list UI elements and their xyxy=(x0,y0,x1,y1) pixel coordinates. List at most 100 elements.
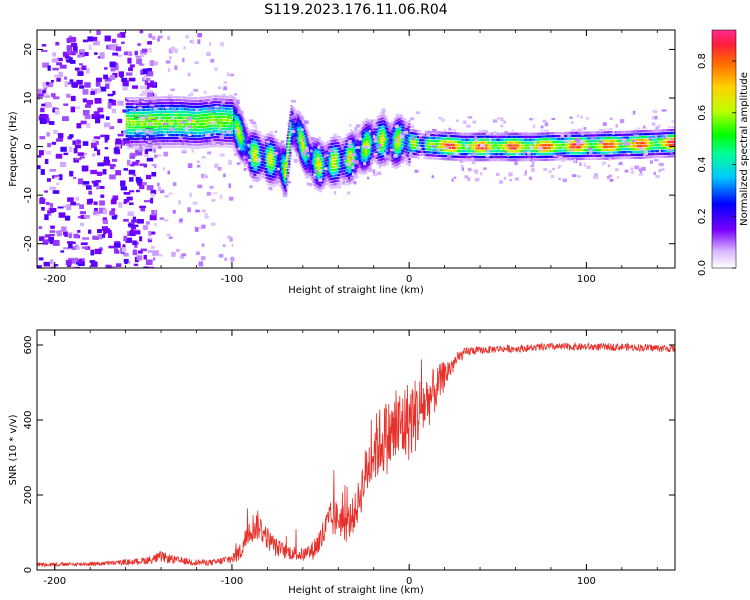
spectrogram-cell xyxy=(58,212,66,218)
spectrogram-cell xyxy=(119,32,126,38)
spectrogram-cell xyxy=(248,141,252,145)
spectrogram-cell xyxy=(281,142,285,145)
spectrogram-cell xyxy=(248,133,252,136)
spectrogram-cell xyxy=(296,143,300,146)
spectrogram-cell xyxy=(168,192,173,195)
spectrogram-cell xyxy=(148,231,156,235)
spectrogram-cell xyxy=(284,147,287,150)
spectrogram-cell xyxy=(90,169,98,175)
spectrogram-cell xyxy=(226,72,229,77)
spectrogram-cell xyxy=(37,265,42,268)
spectrogram-cell xyxy=(81,152,87,156)
spectrogram-cell xyxy=(245,127,248,130)
spectrogram-cell xyxy=(113,147,120,153)
spectrogram-cell xyxy=(243,120,246,123)
spectrogram-cell xyxy=(52,239,60,246)
spectrogram-cell xyxy=(97,114,105,119)
spectrogram-cell xyxy=(307,156,310,159)
spectrogram-cell xyxy=(44,102,52,108)
spectrogram-cell xyxy=(310,154,313,158)
spectrogram-cell xyxy=(70,36,77,43)
spectrogram-cell xyxy=(100,134,106,138)
spectrogram-cell xyxy=(115,139,122,145)
spectrogram-cell xyxy=(96,171,103,176)
spectrogram-cell xyxy=(45,117,50,123)
spectrogram-cell xyxy=(281,177,285,180)
spectrogram-cell xyxy=(48,121,55,125)
spectrogram-cell xyxy=(157,186,162,192)
spectrogram-cell xyxy=(271,131,274,134)
spectrogram-cell xyxy=(228,183,231,189)
spectrogram-cell xyxy=(139,163,147,167)
spectrogram-cell xyxy=(143,199,151,203)
spectrogram-cell xyxy=(146,78,151,81)
spectrogram-cell xyxy=(132,216,136,222)
spectrogram-cell xyxy=(259,131,262,134)
spectrogram-cell xyxy=(127,211,134,216)
spectrogram-cell xyxy=(354,129,357,132)
spectrogram-cell xyxy=(38,236,45,241)
spectrogram-cell xyxy=(72,266,78,268)
spectrogram-cell xyxy=(323,186,326,189)
spectrogram-cell xyxy=(103,229,107,235)
spectrogram-cell xyxy=(81,246,89,249)
spectrogram-cell xyxy=(172,182,177,187)
spectrogram-cell xyxy=(156,146,159,149)
spectrogram-cell xyxy=(298,112,302,115)
spectrogram-cell xyxy=(49,186,57,190)
spectrogram-cell xyxy=(181,253,187,257)
spectrogram-cell xyxy=(387,160,390,163)
spectrogram-cell xyxy=(79,204,85,209)
spectrogram-cell xyxy=(152,250,159,256)
spectrogram-cell xyxy=(182,57,185,63)
spectrogram-cell xyxy=(104,67,108,70)
spectrogram-cell xyxy=(104,134,110,140)
spectrogram-cell xyxy=(144,79,149,86)
spectrogram-cell xyxy=(280,178,284,182)
spectrogram-cell xyxy=(167,170,171,175)
spectrogram-cell xyxy=(276,183,279,186)
spectrogram-cell xyxy=(167,35,171,41)
spectrogram-cell xyxy=(231,244,234,247)
spectrogram-cell xyxy=(307,141,310,145)
spectrogram-cell xyxy=(44,214,49,221)
spectrogram-cell xyxy=(100,86,107,92)
spectrogram-cell xyxy=(121,77,128,82)
spectrogram-cell xyxy=(279,154,282,157)
spectrogram-cell xyxy=(114,151,121,155)
spectrogram-cell xyxy=(278,153,281,156)
spectrogram-cell xyxy=(42,62,50,68)
spectrogram-cell xyxy=(282,178,286,181)
spectrogram-cell xyxy=(93,136,101,140)
spectrogram-cell xyxy=(280,164,284,167)
spectrogram-cell xyxy=(157,182,160,187)
spectrogram-cell xyxy=(78,261,83,265)
figure-title: S119.2023.176.11.06.R04 xyxy=(264,2,447,18)
spectrogram-cell xyxy=(286,183,289,186)
spectrogram-cell xyxy=(86,99,94,105)
spectrogram-cell xyxy=(277,163,280,167)
spectrogram-cell xyxy=(281,165,285,168)
spectrogram-cell xyxy=(52,67,59,71)
spectrogram-cell xyxy=(74,144,81,149)
spectrogram-cell xyxy=(103,160,111,166)
spectrogram-cell xyxy=(217,166,222,171)
spectrogram-cell xyxy=(111,208,116,211)
spectrogram-cell xyxy=(138,250,143,254)
spectrogram-cell xyxy=(54,176,60,179)
spectrogram-cell xyxy=(245,124,248,127)
spectrogram-cell xyxy=(38,150,44,156)
spectrogram-cell xyxy=(108,44,116,50)
spectrogram-cell xyxy=(103,74,109,80)
spectrogram-cell xyxy=(92,237,99,240)
spectrogram-cell xyxy=(66,93,71,98)
spectrogram-cell xyxy=(248,153,252,156)
spectrogram-cell xyxy=(278,165,281,168)
spectrogram-cell xyxy=(44,190,48,193)
spectrogram-cell xyxy=(135,55,141,58)
spectrogram-cell xyxy=(74,157,82,161)
spectrogram-cell xyxy=(135,176,141,182)
spectrogram-cell xyxy=(191,39,195,45)
spectrogram-cell xyxy=(282,158,286,161)
spectrogram-cell xyxy=(123,235,127,242)
